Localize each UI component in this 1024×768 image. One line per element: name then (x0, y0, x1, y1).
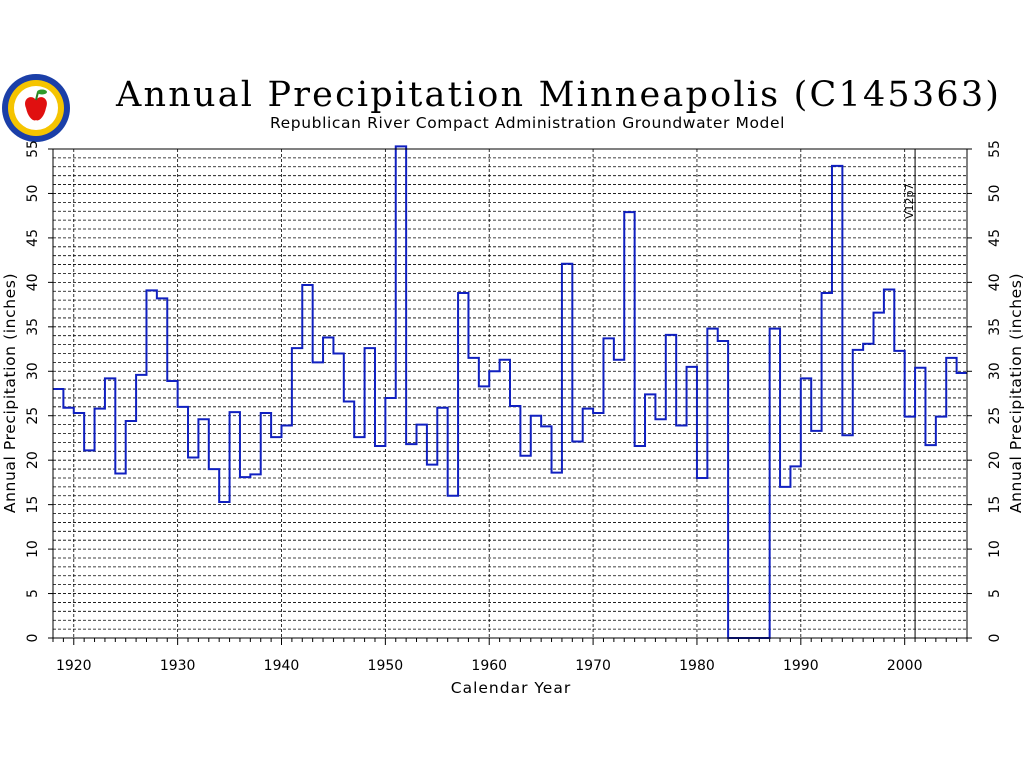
y-tick-label-left: 40 (25, 273, 41, 291)
y-tick-label-right: 35 (987, 318, 1003, 336)
y-tick-label-right: 10 (987, 540, 1003, 558)
x-tick-label: 1980 (679, 658, 715, 674)
y-tick-label-right: 20 (987, 451, 1003, 469)
y-tick-label-left: 25 (25, 407, 41, 425)
y-tick-label-right: 5 (987, 589, 1003, 598)
x-tick-label: 2000 (887, 658, 923, 674)
x-tick-label: 1930 (160, 658, 196, 674)
y-tick-label-right: 15 (987, 496, 1003, 514)
annotation-label: V12p7 (903, 183, 916, 219)
x-tick-label: 1960 (471, 658, 507, 674)
y-tick-label-left: 20 (25, 451, 41, 469)
y-tick-label-right: 45 (987, 229, 1003, 247)
y-tick-label-left: 50 (25, 185, 41, 203)
apple-stem (35, 91, 39, 101)
plot-frame (52, 148, 968, 639)
y-tick-label-right: 30 (987, 362, 1003, 380)
logo-seal (2, 74, 70, 142)
precipitation-step-line (53, 145, 967, 639)
y-tick-label-left: 10 (25, 540, 41, 558)
y-tick-label-left: 55 (25, 140, 41, 158)
chart-title: Annual Precipitation Minneapolis (C14536… (116, 75, 1002, 115)
x-tick-label: 1990 (783, 658, 819, 674)
chart-subtitle: Republican River Compact Administration … (270, 114, 786, 132)
y-tick-label-right: 0 (987, 634, 1003, 643)
apple-icon (25, 97, 47, 121)
y-tick-label-right: 40 (987, 273, 1003, 291)
y-tick-label-left: 35 (25, 318, 41, 336)
x-tick-label: 1950 (368, 658, 404, 674)
y-tick-label-left: 45 (25, 229, 41, 247)
x-tick-label: 1920 (56, 658, 92, 674)
x-tick-label: 1970 (575, 658, 611, 674)
y-axis-label-left: Annual Precipitation (inches) (1, 273, 19, 513)
y-axis-label-right: Annual Precipitation (inches) (1007, 273, 1024, 513)
x-axis-label: Calendar Year (451, 679, 571, 697)
y-tick-label-right: 55 (987, 140, 1003, 158)
y-tick-label-left: 0 (25, 634, 41, 643)
y-tick-label-left: 30 (25, 362, 41, 380)
y-tick-label-right: 25 (987, 407, 1003, 425)
x-tick-label: 1940 (264, 658, 300, 674)
apple-leaf (37, 89, 47, 95)
series-layer (53, 145, 967, 639)
y-tick-label-left: 5 (25, 589, 41, 598)
y-tick-label-left: 15 (25, 496, 41, 514)
y-tick-label-right: 50 (987, 185, 1003, 203)
